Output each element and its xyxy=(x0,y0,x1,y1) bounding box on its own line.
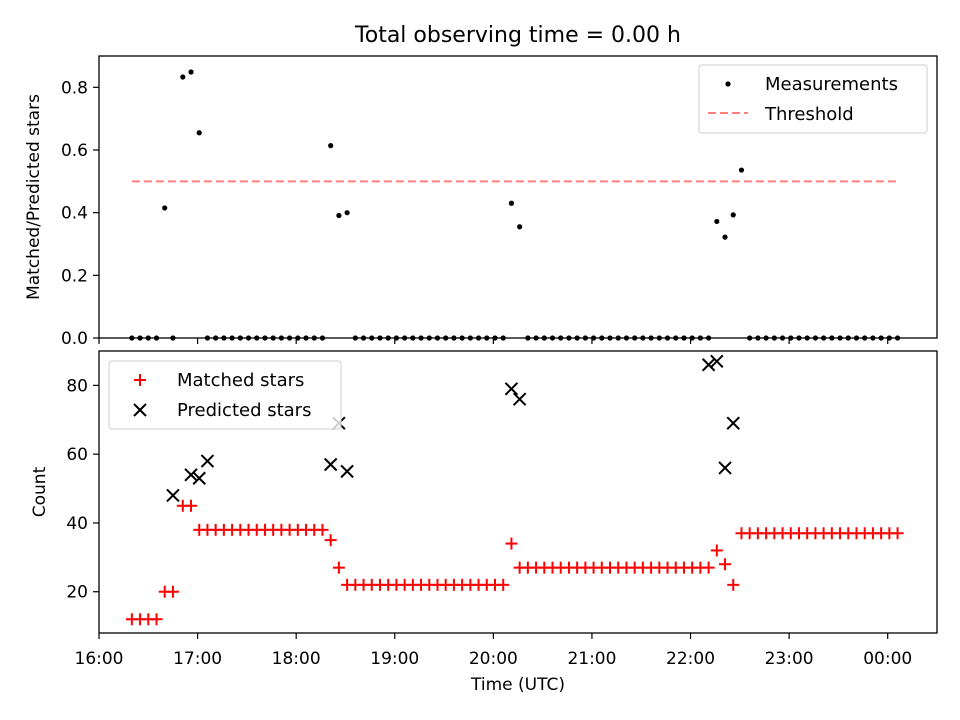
bottom-axis-ticks: 16:00 17:00 18:00 19:00 20:00 21:00 22:00 23:00… xyxy=(66,376,912,669)
matched-star-point xyxy=(166,585,179,598)
matched-star-point xyxy=(150,613,163,626)
measurement-point xyxy=(730,212,736,218)
top-plot-area xyxy=(129,69,901,341)
predicted-star-point xyxy=(184,468,198,482)
legend-marker-measurements xyxy=(725,81,731,87)
x-tick-label: 22:00 xyxy=(666,649,715,669)
bottom-legend: Matched stars Predicted stars xyxy=(108,360,342,430)
matched-star-point xyxy=(332,561,345,574)
predicted-star-point xyxy=(718,461,732,475)
predicted-star-point xyxy=(701,358,716,372)
legend-label-matched-stars: Matched stars xyxy=(177,370,304,391)
predicted-star-point xyxy=(504,382,519,396)
top-y-tick-label: 0.2 xyxy=(61,266,88,286)
measurement-point xyxy=(180,74,186,80)
measurement-point xyxy=(336,212,342,219)
x-tick-label: 17:00 xyxy=(173,649,222,669)
matched-star-point xyxy=(719,558,732,571)
measurement-point xyxy=(196,130,202,136)
x-tick-label: 16:00 xyxy=(75,649,124,669)
x-axis-label: Time (UTC) xyxy=(470,675,565,695)
chart-title: Total observing time = 0.00 h xyxy=(354,23,681,48)
legend-label-measurements: Measurements xyxy=(765,74,898,95)
predicted-star-point xyxy=(726,416,740,430)
x-tick-label: 19:00 xyxy=(370,649,419,669)
bottom-y-tick-label: 40 xyxy=(66,514,88,534)
measurement-point xyxy=(738,167,745,173)
matched-star-point xyxy=(497,578,510,591)
top-legend: Measurements Threshold xyxy=(698,64,928,134)
bottom-axes-frame xyxy=(98,350,938,634)
bottom-y-tick-label: 20 xyxy=(66,583,88,603)
matched-star-point xyxy=(316,523,329,536)
matched-star-point xyxy=(185,499,198,512)
legend-label-threshold: Threshold xyxy=(764,104,854,125)
x-tick-label: 00:00 xyxy=(863,649,912,669)
bottom-plot-area xyxy=(125,354,904,626)
top-axes-frame xyxy=(98,55,938,339)
bottom-y-tick-label: 80 xyxy=(66,376,88,396)
top-y-tick-label: 0.0 xyxy=(61,329,88,349)
matched-star-point xyxy=(702,561,715,574)
predicted-star-point xyxy=(192,471,206,485)
bottom-legend-box xyxy=(108,360,342,430)
measurement-point xyxy=(517,224,523,230)
measurement-point xyxy=(722,234,728,240)
measurement-point xyxy=(714,218,720,225)
x-tick-label: 20:00 xyxy=(469,649,518,669)
top-y-tick-label: 0.6 xyxy=(61,141,88,161)
bottom-y-axis-label: Count xyxy=(30,466,50,517)
top-panel: 0.0 0.2 0.4 0.6 0.8 Matched/Predicted stars xyxy=(24,55,938,349)
predicted-star-point xyxy=(512,392,527,406)
top-y-tick-label: 0.4 xyxy=(61,204,88,224)
bottom-y-tick-label: 60 xyxy=(66,445,88,465)
top-axis-ticks: 0.0 0.2 0.4 0.6 0.8 xyxy=(61,78,889,349)
measurement-point xyxy=(188,69,194,75)
x-tick-label: 18:00 xyxy=(272,649,321,669)
top-y-axis-label: Matched/Predicted stars xyxy=(24,94,44,300)
matched-star-point xyxy=(324,534,337,547)
x-tick-label: 23:00 xyxy=(765,649,814,669)
predicted-star-point xyxy=(323,457,338,472)
measurement-point xyxy=(162,205,168,211)
top-legend-box xyxy=(698,64,928,134)
top-y-tick-label: 0.8 xyxy=(61,78,88,98)
matched-star-point xyxy=(710,544,723,557)
measurement-point xyxy=(508,200,515,206)
matched-star-point xyxy=(505,537,518,550)
x-tick-label: 21:00 xyxy=(567,649,616,669)
matched-star-point xyxy=(727,578,740,591)
legend-label-predicted-stars: Predicted stars xyxy=(177,400,311,421)
predicted-star-point xyxy=(166,488,180,503)
predicted-star-point xyxy=(200,454,215,468)
measurement-point xyxy=(344,210,350,216)
measurement-point xyxy=(328,143,334,149)
bottom-panel: 16:00 17:00 18:00 19:00 20:00 21:00 22:00 23:00… xyxy=(30,350,938,695)
predicted-star-point xyxy=(710,354,724,369)
matched-star-point xyxy=(891,527,904,540)
predicted-star-point xyxy=(340,464,354,479)
legend-marker-matched-stars xyxy=(134,374,146,386)
legend-marker-predicted-stars xyxy=(133,403,147,417)
